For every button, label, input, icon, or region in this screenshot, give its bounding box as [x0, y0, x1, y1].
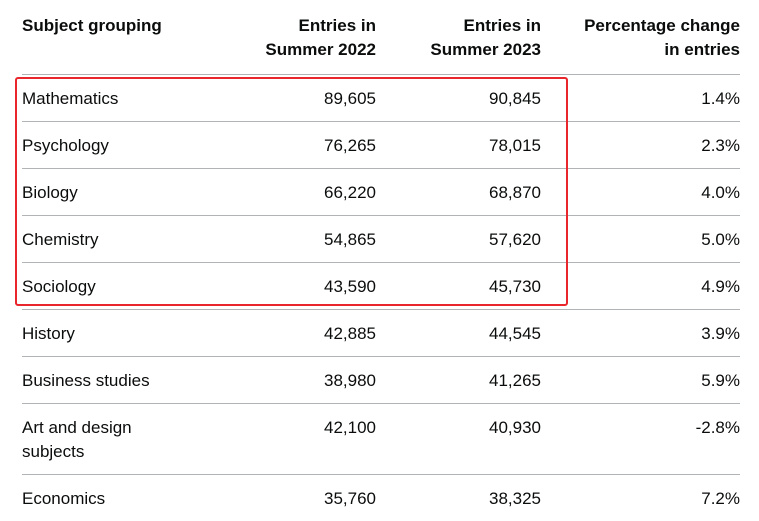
cell-pct-change: -2.8% — [695, 418, 740, 437]
cell-entries-2023: 78,015 — [489, 136, 541, 155]
header-2023-line-1: Entries in — [463, 16, 541, 35]
table-row: Economics 35,760 38,325 7.2% — [22, 475, 740, 521]
cell-subject: Sociology — [22, 277, 96, 296]
cell-entries-2023: 57,620 — [489, 230, 541, 249]
header-subject-line-1: Subject grouping — [22, 16, 162, 35]
cell-pct-change: 1.4% — [701, 89, 740, 108]
table-row: Mathematics 89,605 90,845 1.4% — [22, 75, 740, 122]
table-row: History 42,885 44,545 3.9% — [22, 310, 740, 357]
cell-entries-2023: 41,265 — [489, 371, 541, 390]
cell-entries-2022: 35,760 — [324, 489, 376, 508]
cell-subject: Biology — [22, 183, 78, 202]
cell-entries-2022: 43,590 — [324, 277, 376, 296]
table-row: Psychology 76,265 78,015 2.3% — [22, 122, 740, 169]
cell-pct-change: 4.9% — [701, 277, 740, 296]
cell-entries-2022: 66,220 — [324, 183, 376, 202]
cell-subject: Psychology — [22, 136, 109, 155]
table-row: Art and design subjects 42,100 40,930 -2… — [22, 404, 740, 475]
header-pct-line-1: Percentage change — [584, 16, 740, 35]
cell-entries-2022: 76,265 — [324, 136, 376, 155]
cell-entries-2022: 38,980 — [324, 371, 376, 390]
header-pct-line-2: in entries — [664, 40, 740, 59]
table-row: Biology 66,220 68,870 4.0% — [22, 169, 740, 216]
table-row: Chemistry 54,865 57,620 5.0% — [22, 216, 740, 263]
cell-subject: History — [22, 324, 75, 343]
cell-pct-change: 2.3% — [701, 136, 740, 155]
header-2023-line-2: Summer 2023 — [430, 40, 541, 59]
subject-entries-table: Subject grouping Entries in Summer 2022 … — [22, 0, 740, 521]
cell-entries-2023: 90,845 — [489, 89, 541, 108]
header-subject-grouping: Subject grouping — [22, 14, 162, 38]
header-entries-2023: Entries in Summer 2023 — [381, 14, 541, 62]
table-header: Subject grouping Entries in Summer 2022 … — [22, 0, 740, 75]
cell-entries-2022: 54,865 — [324, 230, 376, 249]
cell-pct-change: 4.0% — [701, 183, 740, 202]
cell-pct-change: 7.2% — [701, 489, 740, 508]
cell-entries-2022: 42,100 — [324, 418, 376, 437]
cell-subject: Business studies — [22, 371, 150, 390]
header-2022-line-1: Entries in — [298, 16, 376, 35]
cell-pct-change: 3.9% — [701, 324, 740, 343]
table-row: Business studies 38,980 41,265 5.9% — [22, 357, 740, 404]
cell-entries-2023: 44,545 — [489, 324, 541, 343]
cell-entries-2023: 40,930 — [489, 418, 541, 437]
header-percentage-change: Percentage change in entries — [550, 14, 740, 62]
cell-subject: Chemistry — [22, 230, 99, 249]
cell-pct-change: 5.9% — [701, 371, 740, 390]
cell-pct-change: 5.0% — [701, 230, 740, 249]
cell-subject: Art and design subjects — [22, 418, 132, 461]
cell-entries-2022: 42,885 — [324, 324, 376, 343]
cell-entries-2023: 38,325 — [489, 489, 541, 508]
cell-entries-2023: 68,870 — [489, 183, 541, 202]
header-entries-2022: Entries in Summer 2022 — [216, 14, 376, 62]
header-2022-line-2: Summer 2022 — [265, 40, 376, 59]
table-row: Sociology 43,590 45,730 4.9% — [22, 263, 740, 310]
cell-subject: Mathematics — [22, 89, 119, 108]
cell-entries-2022: 89,605 — [324, 89, 376, 108]
cell-entries-2023: 45,730 — [489, 277, 541, 296]
cell-subject: Economics — [22, 489, 106, 508]
